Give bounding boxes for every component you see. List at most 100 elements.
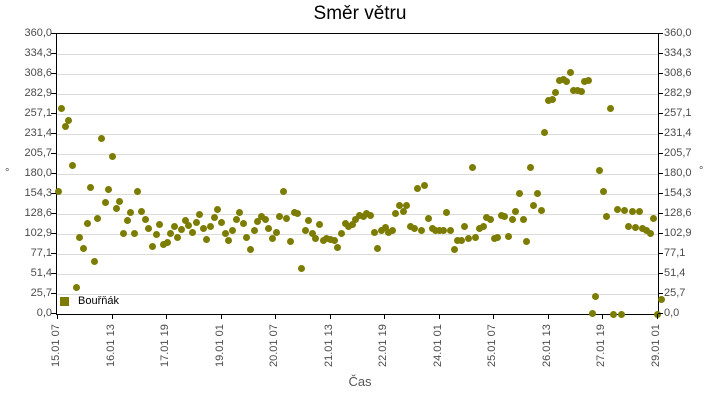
data-point — [555, 77, 563, 85]
data-point — [632, 224, 640, 232]
data-point — [610, 310, 618, 318]
y-tick-left — [51, 113, 56, 115]
x-tick-label: 29.01 01 — [649, 324, 662, 367]
data-point — [374, 245, 382, 253]
data-point — [232, 216, 240, 224]
y-tick-right — [658, 313, 663, 314]
data-point — [261, 215, 269, 223]
data-point — [621, 207, 629, 215]
data-point — [69, 161, 77, 169]
y-tick-label-left: 360,0 — [24, 27, 52, 39]
data-point — [341, 219, 349, 227]
x-tick-label: 25.01 07 — [486, 324, 498, 367]
data-point — [225, 236, 233, 244]
x-tick-label: 26.01 13 — [540, 324, 553, 367]
data-point — [457, 236, 465, 244]
data-point — [617, 310, 625, 318]
data-point — [119, 229, 127, 237]
data-point — [228, 226, 236, 234]
data-point — [218, 218, 225, 226]
x-tick-label: 17.01 19 — [159, 324, 171, 367]
data-point — [465, 235, 473, 243]
data-point — [454, 236, 462, 244]
data-point — [439, 227, 447, 235]
data-point — [530, 202, 538, 210]
y-gridline — [57, 174, 658, 175]
data-point — [76, 233, 84, 241]
data-point — [323, 235, 331, 243]
x-tick — [329, 314, 331, 319]
y-tick-label-left: 231,4 — [24, 127, 52, 140]
y-tick-left — [51, 92, 56, 94]
data-point — [105, 186, 113, 194]
x-tick — [547, 314, 549, 319]
data-point — [283, 214, 291, 222]
y-tick-left — [51, 153, 56, 154]
y-gridline — [57, 134, 658, 136]
y-axis-unit-right: ° — [699, 165, 704, 177]
y-tick-right — [658, 173, 663, 174]
data-point — [388, 226, 396, 234]
x-tick — [493, 314, 494, 319]
data-point — [421, 182, 429, 190]
data-point — [272, 228, 280, 236]
data-point — [461, 223, 469, 231]
x-tick-label: 20.01 07 — [268, 324, 280, 367]
data-point — [497, 211, 505, 219]
data-point — [425, 214, 433, 222]
y-tick-label-left: 282,9 — [24, 86, 52, 99]
data-point — [483, 214, 491, 222]
data-point — [334, 244, 342, 252]
y-tick-left — [51, 212, 56, 214]
data-point — [327, 235, 334, 243]
y-tick-label-right: 0,0 — [664, 307, 680, 319]
data-point — [581, 77, 589, 85]
y-tick-label-right: 102,9 — [664, 226, 692, 239]
y-tick-left — [51, 313, 56, 314]
data-point — [112, 204, 120, 212]
data-point — [603, 212, 611, 220]
data-point — [399, 207, 407, 215]
data-point — [606, 105, 614, 113]
y-tick-left — [51, 253, 56, 255]
data-point — [490, 235, 498, 243]
data-point — [410, 224, 418, 232]
data-point — [366, 211, 374, 219]
y-tick-label-left: 25,7 — [30, 287, 52, 299]
data-point — [337, 230, 345, 238]
y-gridline — [57, 93, 658, 95]
data-point — [494, 233, 502, 241]
data-point — [127, 208, 135, 216]
data-point — [377, 226, 385, 234]
x-tick — [656, 314, 658, 319]
data-point — [203, 235, 211, 243]
data-point — [443, 209, 451, 217]
y-tick-left — [51, 173, 56, 174]
data-point — [316, 221, 324, 229]
data-point — [138, 207, 146, 215]
y-tick-right — [658, 52, 663, 54]
y-tick-label-left: 205,7 — [24, 147, 52, 159]
y-tick-label-right: 308,6 — [664, 66, 692, 79]
data-point — [501, 212, 509, 220]
data-point — [523, 238, 531, 246]
data-point — [657, 295, 665, 303]
x-tick — [57, 314, 58, 319]
data-point — [98, 134, 106, 142]
y-tick-label-left: 257,1 — [24, 107, 52, 120]
y-tick-left — [51, 72, 56, 74]
data-point — [207, 223, 215, 231]
data-point — [356, 211, 364, 219]
data-point — [210, 214, 218, 222]
data-point — [101, 199, 109, 207]
y-tick-label-right: 128,6 — [664, 206, 692, 219]
data-point — [417, 226, 425, 234]
data-point — [352, 215, 360, 223]
data-point — [239, 220, 247, 228]
data-point — [348, 221, 356, 229]
x-tick — [166, 314, 167, 319]
data-point — [257, 212, 265, 220]
legend-label: Bouřňák — [78, 295, 119, 307]
data-point — [595, 167, 603, 175]
